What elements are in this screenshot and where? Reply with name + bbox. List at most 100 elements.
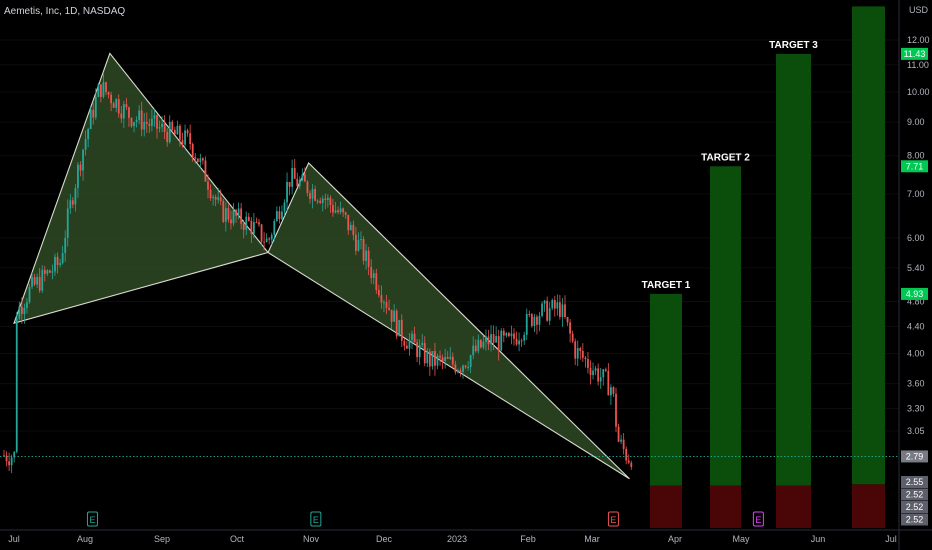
candle-body [230,219,232,224]
price-badge [901,160,928,173]
candle-body [130,117,133,127]
candle-body [217,197,220,200]
candle-body [133,122,135,127]
candle-body [306,181,309,193]
candle-body [462,365,464,372]
earnings-marker [310,511,322,527]
price-badge [901,488,928,501]
candle-body [418,345,421,358]
candle-body [33,277,36,285]
candle-body [301,174,304,181]
candle-body [31,277,33,287]
candle-body [390,309,393,322]
candle-body [158,127,161,129]
candle-body [207,181,209,190]
candle-body [360,239,362,241]
candle-body [383,302,385,304]
stop-zone [710,485,741,528]
candle-body [196,158,199,163]
price-badge-label: 2.52 [906,515,924,525]
candle-body [574,341,577,359]
candle-body [120,113,123,119]
candle-body [222,200,225,222]
candle-body [273,221,276,235]
candle-body [584,357,587,359]
y-tick-label: 4.40 [907,321,925,331]
candle-body [291,168,294,187]
price-badge [901,501,928,513]
candle-body [403,340,406,346]
time-axis: Jul Aug Sep Oct Nov Dec 2023 Feb Mar Apr May Jun Jul [0,529,932,544]
candle-body [5,455,8,462]
candle-body [49,270,51,273]
candle-body [265,238,268,243]
candle-body [41,269,44,291]
candle-body [329,197,332,206]
candle-body [594,368,597,371]
candle-body [541,303,543,316]
candle-body [143,121,146,130]
candle-body [370,267,373,278]
candle-body [620,439,622,442]
x-tick-label: Feb [520,534,536,544]
candle-body [400,319,403,341]
candle-body [202,158,204,161]
candle-body [492,334,495,343]
price-badge-label: 2.52 [906,502,924,512]
price-badge [901,287,928,300]
candle-body [367,250,370,268]
candle-body [362,239,365,261]
candle-body [495,336,498,343]
candle-body [597,368,600,382]
candle-body [110,94,112,104]
candle-body [97,84,100,97]
target-label: TARGET 1 [642,280,691,291]
price-axis: 12.0011.0010.009.008.007.006.005.404.804… [898,0,930,550]
stop-zone [776,485,811,528]
candle-body [589,367,592,376]
candle-body [604,369,607,371]
candle-body [36,277,39,285]
earnings-marker [607,511,619,527]
candle-body [349,224,352,231]
candle-body [472,345,475,356]
target-zones: TARGET 1 TARGET 2 TARGET 3 [642,6,885,528]
price-badge [901,476,928,488]
candle-body [105,82,107,93]
candle-body [212,196,214,199]
x-tick-label: Dec [376,534,393,544]
candle-body [168,121,171,143]
candle-body [64,237,67,254]
earnings-marker-label: E [755,515,761,525]
candle-body [525,314,528,335]
candle-body [46,270,49,274]
candle-body [43,269,46,274]
candle-body [324,198,327,201]
candle-body [181,139,184,145]
candle-body [8,461,10,466]
candle-body [523,334,526,341]
candle-body [413,333,416,343]
candle-body [319,200,322,204]
chart-title: Aemetis, Inc, 1D, NASDAQ [4,6,126,17]
candle-body [487,336,490,345]
target-zone [650,293,682,486]
candlesticks [3,73,633,474]
target-zone [776,53,811,486]
candle-body [321,198,324,204]
target-label: TARGET 2 [701,152,750,163]
candle-body [145,121,148,124]
candle-body [581,350,584,358]
candle-body [214,196,217,200]
candle-body [592,370,594,376]
target-zone [852,6,885,485]
earnings-marker [752,511,764,527]
candle-body [607,370,610,396]
candle-body [528,314,531,316]
candle-body [436,355,439,366]
candle-body [74,188,77,205]
price-badge-label: 2.79 [906,451,924,461]
candle-body [352,224,355,235]
candle-body [176,125,179,135]
